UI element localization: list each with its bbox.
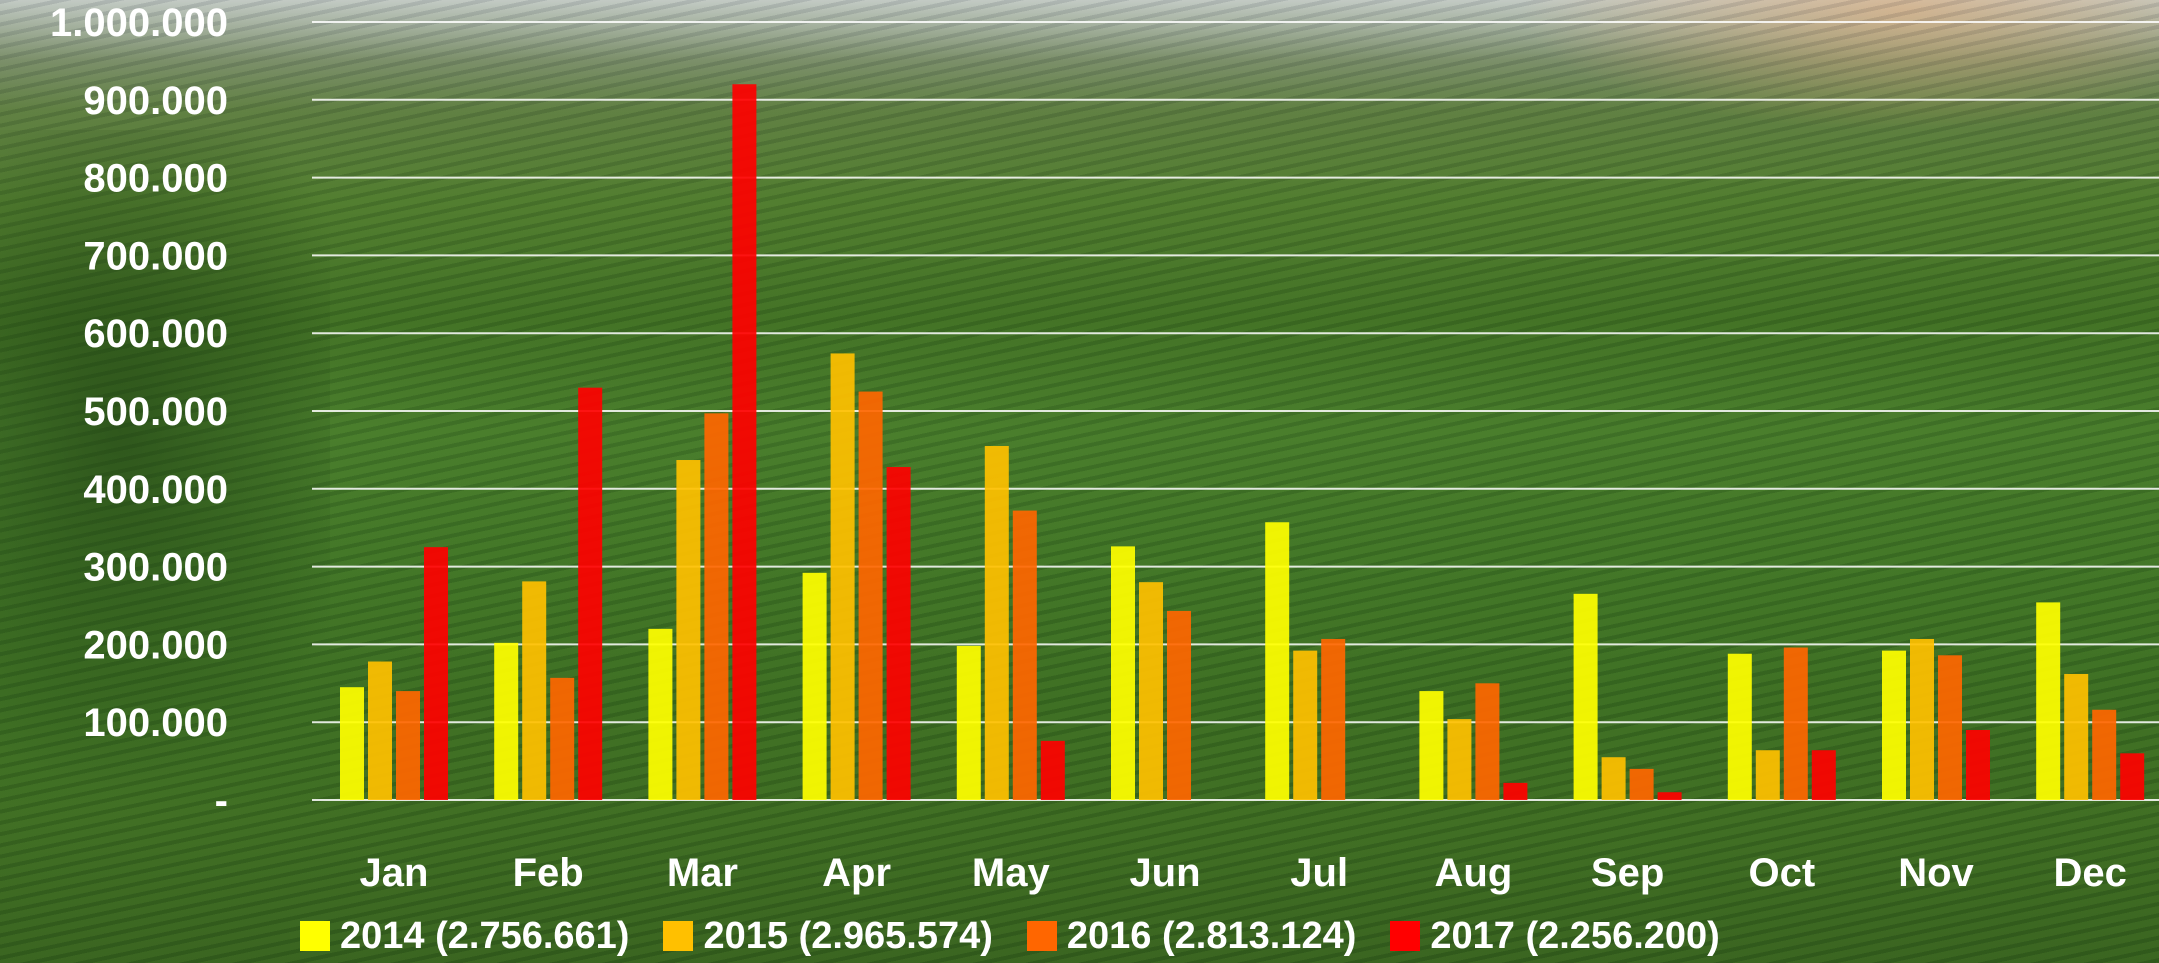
bar-nov-series-4 [1966,729,1990,800]
x-tick-label-apr: Apr [822,851,891,895]
y-axis-tick-labels: - 100.000 200.000 300.000 400.000 500.000 600.… [50,1,228,823]
legend-label: 2015 (2.965.574) [703,914,993,957]
bar-may-series-3 [1012,510,1037,800]
bar-sep-series-2 [1601,757,1626,800]
y-tick-label: 1.000.000 [50,1,228,45]
x-tick-label-jan: Jan [360,851,429,895]
bar-oct-series-3 [1783,647,1808,800]
bar-mar-series-3 [704,413,729,800]
x-axis-category-labels: Jan Feb Mar Apr May Jun Jul Aug Sep Oct Nov Dec [360,851,2127,895]
bar-may-series-4 [1040,740,1065,800]
bar-jul-series-1 [1265,522,1290,800]
bar-jun-series-2 [1139,582,1163,800]
bar-jan-series-2 [368,661,392,800]
x-tick-label-sep: Sep [1591,851,1664,895]
legend-item-series-2: 2015 (2.965.574) [663,914,993,958]
bar-oct-series-2 [1755,750,1780,800]
bar-jul-series-2 [1293,650,1318,800]
bar-aug-series-1 [1419,691,1444,800]
bar-apr-series-3 [858,391,883,800]
x-tick-label-may: May [972,851,1051,895]
bar-feb-series-3 [550,677,575,800]
x-tick-label-nov: Nov [1898,851,1974,895]
y-tick-label: 700.000 [83,234,228,278]
legend-swatch [1026,921,1057,951]
bar-dec-series-2 [2064,673,2089,800]
legend-label: 2017 (2.256.200) [1430,914,1720,957]
bar-oct-series-4 [1811,750,1836,800]
y-tick-label: 100.000 [83,701,228,745]
y-tick-label: 900.000 [83,79,228,123]
bar-feb-series-2 [522,581,547,800]
bar-nov-series-3 [1938,655,1962,800]
bar-mar-series-2 [676,460,701,800]
bar-jul-series-3 [1321,638,1346,800]
y-tick-label: 300.000 [83,546,228,590]
bar-feb-series-4 [578,387,603,800]
bar-jan-series-3 [396,691,420,800]
bar-sep-series-1 [1573,593,1598,800]
gridlines [312,21,2159,801]
y-tick-label: 600.000 [83,312,228,356]
bar-aug-series-4 [1503,782,1528,800]
x-tick-label-dec: Dec [2054,851,2127,895]
x-tick-label-oct: Oct [1748,851,1815,895]
legend: 2014 (2.756.661) 2015 (2.965.574) 2016 (2.… [300,914,1754,958]
legend-item-series-1: 2014 (2.756.661) [300,915,629,958]
bar-may-series-1 [956,645,981,800]
x-tick-label-aug: Aug [1435,851,1513,895]
legend-label: 2014 (2.756.661) [340,914,630,957]
bars [340,84,2145,801]
bar-jun-series-3 [1167,610,1191,800]
y-tick-label: 800.000 [83,157,228,201]
bar-dec-series-1 [2036,602,2061,800]
legend-swatch [300,921,330,951]
y-tick-label: - [215,779,228,823]
bar-aug-series-3 [1475,683,1500,800]
y-tick-label: 200.000 [83,623,228,667]
bar-apr-series-1 [802,572,827,800]
legend-item-series-3: 2016 (2.813.124) [1026,914,1357,958]
x-tick-label-mar: Mar [667,851,738,895]
bar-jan-series-4 [424,547,448,800]
bar-nov-series-2 [1910,638,1934,800]
x-tick-label-jul: Jul [1290,851,1348,895]
bar-sep-series-3 [1629,768,1654,800]
x-tick-label-feb: Feb [513,851,584,895]
bar-may-series-2 [984,446,1009,800]
bar-feb-series-1 [494,642,519,800]
bar-jun-series-1 [1111,546,1135,800]
y-tick-label: 400.000 [83,468,228,512]
legend-swatch [663,921,694,951]
bar-mar-series-1 [648,628,673,800]
bar-nov-series-1 [1882,650,1906,800]
y-tick-label: 500.000 [83,390,228,434]
x-tick-label-jun: Jun [1129,851,1200,895]
legend-item-series-4: 2017 (2.256.200) [1390,914,1720,958]
legend-label: 2016 (2.813.124) [1066,914,1357,957]
legend-swatch [1390,921,1421,951]
bar-aug-series-2 [1447,719,1472,800]
bar-apr-series-2 [830,353,855,800]
bar-apr-series-4 [886,467,911,800]
bar-sep-series-4 [1657,792,1682,800]
bar-dec-series-3 [2092,709,2117,800]
bar-oct-series-1 [1727,653,1752,800]
bar-dec-series-4 [2120,753,2145,800]
bar-mar-series-4 [732,84,757,801]
bar-jan-series-1 [340,687,364,800]
